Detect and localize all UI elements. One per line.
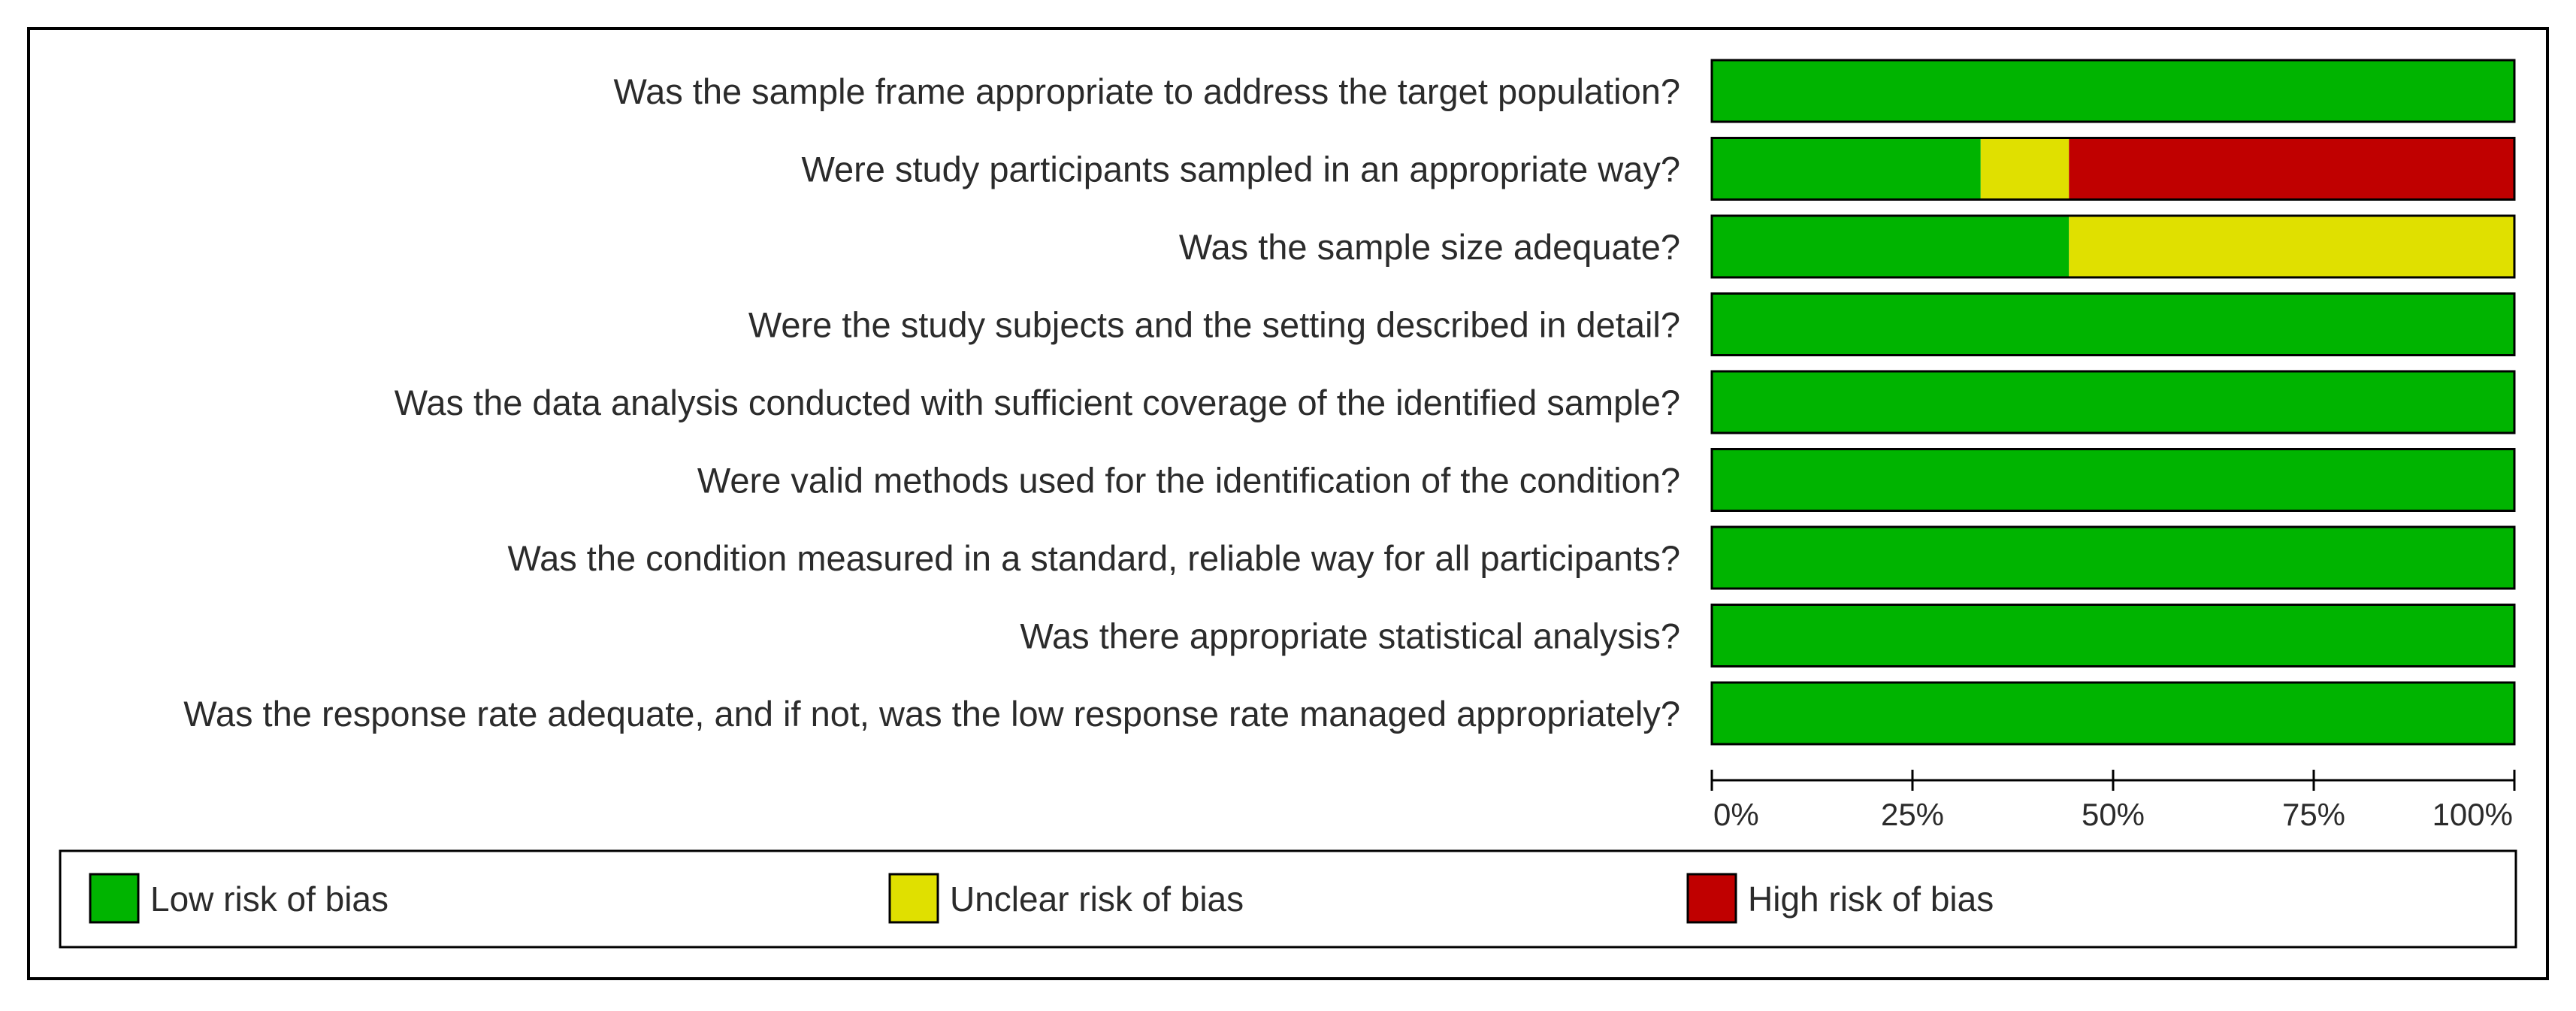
x-axis: 0% 25% 50% 75% 100% (1710, 770, 2516, 832)
category-label: Was the data analysis conducted with suf… (395, 383, 1680, 422)
legend-swatch (89, 873, 140, 924)
bar-segment (2069, 138, 2514, 200)
bar-segment (1712, 216, 2070, 277)
legend-label: Unclear risk of bias (950, 879, 1244, 919)
bar-segment (1712, 293, 2514, 356)
bar-segment (1712, 527, 2514, 589)
category-label: Was the sample size adequate? (1179, 227, 1680, 267)
category-label: Was there appropriate statistical analys… (1020, 616, 1680, 656)
category-label: Were the study subjects and the setting … (748, 305, 1680, 345)
bar-segment (1712, 138, 1981, 200)
x-tick-label: 75% (2282, 797, 2345, 832)
legend-label: Low risk of bias (150, 879, 389, 919)
bar-outline (1710, 292, 2516, 356)
x-tick-label: 100% (2432, 797, 2513, 832)
bar-outline (1710, 59, 2516, 123)
bar-segment (1712, 683, 2514, 744)
category-label: Was the condition measured in a standard… (507, 538, 1680, 578)
bar-outline (1710, 137, 2516, 201)
bars (1710, 59, 2516, 746)
bar-segment (1980, 138, 2070, 200)
bar-outline (1710, 214, 2516, 279)
bar-outline (1710, 604, 2516, 667)
bar-outline (1710, 370, 2516, 434)
category-label: Was the sample frame appropriate to addr… (613, 71, 1680, 111)
bar-segment (1712, 371, 2514, 433)
legend-box (59, 849, 2517, 949)
x-tick-label: 50% (2082, 797, 2145, 832)
legend-swatch (888, 873, 939, 924)
bar-outline (1710, 525, 2516, 590)
legend-swatch (1686, 873, 1737, 924)
bar-segment (1712, 449, 2514, 511)
category-label: Was the response rate adequate, and if n… (183, 694, 1680, 734)
category-labels: Was the sample frame appropriate to addr… (183, 71, 1680, 734)
x-tick-label: 25% (1881, 797, 1944, 832)
bar-segment (1712, 60, 2514, 122)
bar-outline (1710, 448, 2516, 512)
category-label: Were valid methods used for the identifi… (697, 461, 1680, 501)
legend: Low risk of bias Unclear risk of bias High… (59, 849, 2517, 949)
category-label: Were study participants sampled in an ap… (801, 150, 1680, 189)
bar-segment (2069, 216, 2514, 277)
bar-outline (1710, 681, 2516, 746)
bar-segment (1712, 604, 2514, 667)
legend-label: High risk of bias (1748, 879, 1994, 919)
x-tick-label: 0% (1713, 797, 1759, 832)
